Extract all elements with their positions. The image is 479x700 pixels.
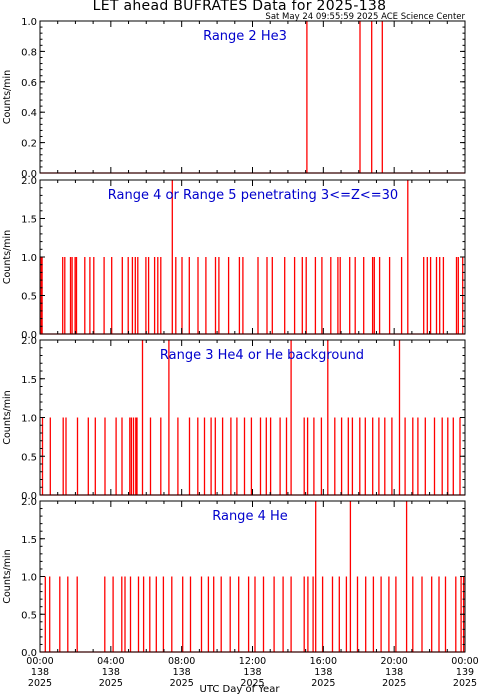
panel-title-1: Range 2 He3 [203, 29, 287, 44]
x-tick-label-time: 16:00 [310, 656, 337, 667]
panel-title-4: Range 4 He [212, 509, 288, 524]
plot-frame-panel-3 [39, 339, 466, 496]
y-tick-label: 0.0 [21, 648, 37, 659]
x-tick-label-year: 2025 [170, 678, 194, 689]
x-axis-label: UTC Day of Year [199, 684, 280, 695]
x-tick-label-year: 2025 [453, 678, 477, 689]
x-tick-label-year: 2025 [99, 678, 123, 689]
panel-title-3: Range 3 He4 or He background [160, 348, 364, 363]
x-tick-label-doy: 138 [243, 667, 261, 678]
x-tick-label-year: 2025 [382, 678, 406, 689]
x-tick-label-time: 08:00 [168, 656, 195, 667]
x-tick-label-doy: 138 [102, 667, 120, 678]
x-tick-label-year: 2025 [240, 678, 264, 689]
y-axis-label: Counts/min [2, 230, 13, 284]
y-tick-label: 0.0 [21, 491, 37, 502]
y-axis-label: Counts/min [2, 390, 13, 444]
x-tick-label-year: 2025 [28, 678, 52, 689]
y-tick-label: 1.0 [21, 573, 37, 584]
y-tick-label: 1.0 [21, 414, 37, 425]
y-tick-label: 1.0 [21, 17, 37, 28]
y-axis-label: Counts/min [2, 70, 13, 124]
panel-title-2: Range 4 or Range 5 penetrating 3<=Z<=30 [108, 188, 398, 203]
y-tick-label: 0.8 [21, 47, 37, 58]
y-tick-label: 0.0 [21, 169, 37, 180]
x-tick-label-time: 00:00 [26, 656, 53, 667]
x-tick-label-doy: 138 [385, 667, 403, 678]
y-tick-label: 0.4 [21, 108, 37, 119]
y-tick-label: 0.2 [21, 139, 37, 150]
y-tick-label: 0.5 [21, 292, 37, 303]
x-tick-label-time: 00:00 [451, 656, 478, 667]
y-tick-label: 2.0 [21, 497, 37, 508]
series-line-panel-2 [40, 180, 465, 335]
timestamp: Sat May 24 09:55:59 2025 ACE Science Cen… [265, 12, 465, 22]
y-tick-label: 0.6 [21, 78, 37, 89]
x-tick-label-doy: 138 [314, 667, 332, 678]
y-axis-label: Counts/min [2, 549, 13, 603]
y-tick-label: 1.5 [21, 215, 37, 226]
y-tick-label: 1.5 [21, 535, 37, 546]
x-tick-label-time: 20:00 [380, 656, 407, 667]
x-tick-label-doy: 138 [31, 667, 49, 678]
page-title: LET ahead BUFRATES Data for 2025-138 [92, 0, 387, 14]
y-tick-label: 1.5 [21, 375, 37, 386]
y-tick-label: 0.5 [21, 452, 37, 463]
y-tick-label: 2.0 [21, 176, 37, 187]
series-line-panel-3 [40, 340, 465, 496]
x-tick-label-year: 2025 [311, 678, 335, 689]
x-tick-label-time: 12:00 [239, 656, 266, 667]
y-tick-label: 0.0 [21, 330, 37, 341]
y-tick-label: 0.5 [21, 610, 37, 621]
x-tick-label-time: 04:00 [97, 656, 124, 667]
x-tick-label-doy: 139 [456, 667, 474, 678]
x-tick-label-doy: 138 [173, 667, 191, 678]
y-tick-label: 1.0 [21, 253, 37, 264]
y-tick-label: 2.0 [21, 336, 37, 347]
